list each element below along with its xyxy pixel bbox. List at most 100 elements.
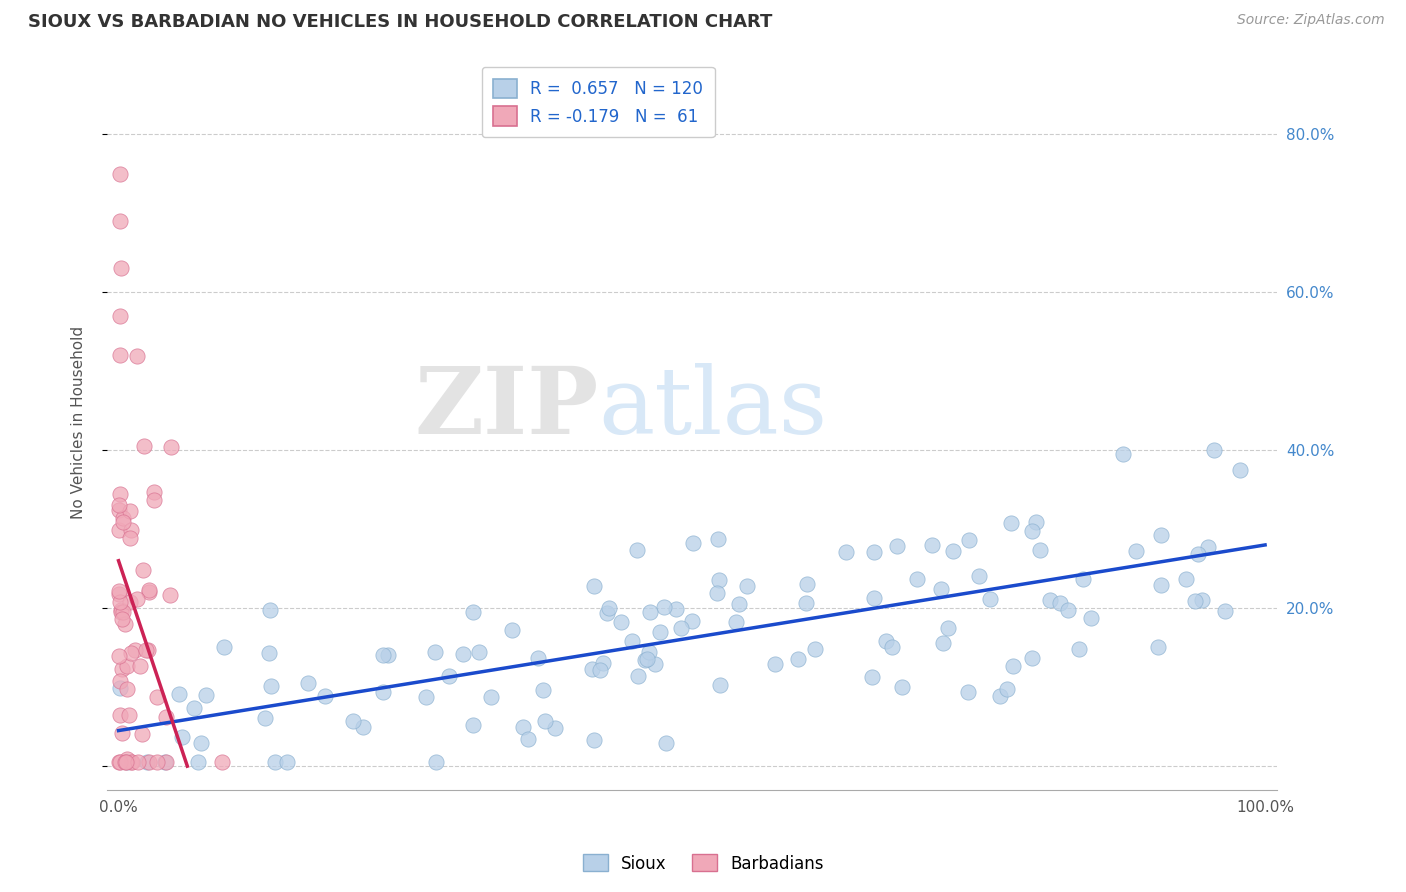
Point <box>794 596 817 610</box>
Point <box>644 657 666 671</box>
Point <box>135 643 157 657</box>
Point <box>527 650 550 665</box>
Legend: R =  0.657   N = 120, R = -0.179   N =  61: R = 0.657 N = 120, R = -0.179 N = 61 <box>482 67 714 137</box>
Point <box>110 261 132 276</box>
Point <box>118 532 141 546</box>
Point <box>534 714 557 728</box>
Point <box>120 755 142 769</box>
Point <box>882 640 904 654</box>
Point <box>437 669 460 683</box>
Point <box>314 690 336 704</box>
Point <box>136 643 159 657</box>
Point <box>531 683 554 698</box>
Point <box>127 349 149 363</box>
Point <box>138 582 160 597</box>
Point <box>108 348 131 362</box>
Point <box>886 539 908 553</box>
Point <box>276 755 298 769</box>
Point <box>942 543 965 558</box>
Point <box>254 710 277 724</box>
Legend: Sioux, Barbadians: Sioux, Barbadians <box>576 847 830 880</box>
Point <box>936 621 959 635</box>
Point <box>596 606 619 620</box>
Point <box>129 659 152 673</box>
Point <box>117 659 139 673</box>
Point <box>187 755 209 769</box>
Point <box>1202 443 1225 458</box>
Point <box>763 657 786 671</box>
Point <box>957 685 980 699</box>
Point <box>190 735 212 749</box>
Point <box>214 640 236 654</box>
Point <box>796 577 818 591</box>
Point <box>134 439 156 453</box>
Point <box>125 591 148 606</box>
Point <box>142 484 165 499</box>
Point <box>1057 602 1080 616</box>
Point <box>352 720 374 734</box>
Point <box>108 648 131 663</box>
Point <box>1071 573 1094 587</box>
Point <box>682 535 704 549</box>
Point <box>1000 516 1022 531</box>
Point <box>1039 592 1062 607</box>
Point <box>544 721 567 735</box>
Point <box>664 602 686 616</box>
Point <box>114 755 136 769</box>
Point <box>681 614 703 628</box>
Point <box>1191 593 1213 607</box>
Point <box>110 214 132 228</box>
Point <box>127 755 149 769</box>
Point <box>634 653 657 667</box>
Point <box>1213 604 1236 618</box>
Point <box>155 755 177 769</box>
Point <box>111 511 134 525</box>
Point <box>297 676 319 690</box>
Point <box>183 701 205 715</box>
Point <box>1001 658 1024 673</box>
Point <box>1187 547 1209 561</box>
Point <box>260 679 283 693</box>
Point <box>111 612 134 626</box>
Point <box>995 682 1018 697</box>
Point <box>108 309 131 323</box>
Point <box>862 545 884 559</box>
Point <box>636 652 658 666</box>
Point <box>138 755 160 769</box>
Point <box>921 538 943 552</box>
Point <box>598 600 620 615</box>
Point <box>131 726 153 740</box>
Point <box>108 498 131 512</box>
Point <box>118 504 141 518</box>
Point <box>905 572 928 586</box>
Point <box>1197 540 1219 554</box>
Point <box>115 755 138 769</box>
Point <box>118 595 141 609</box>
Point <box>423 645 446 659</box>
Point <box>111 515 134 529</box>
Point <box>957 533 980 547</box>
Point <box>121 755 143 769</box>
Point <box>124 643 146 657</box>
Point <box>707 573 730 587</box>
Point <box>706 586 728 600</box>
Point <box>211 755 233 769</box>
Point <box>787 652 810 666</box>
Point <box>929 582 952 597</box>
Point <box>589 663 612 677</box>
Point <box>875 633 897 648</box>
Point <box>108 674 131 689</box>
Point <box>890 680 912 694</box>
Point <box>835 545 858 559</box>
Point <box>108 167 131 181</box>
Point <box>342 714 364 729</box>
Point <box>108 503 131 517</box>
Point <box>932 635 955 649</box>
Point <box>1025 515 1047 529</box>
Point <box>860 670 883 684</box>
Point <box>257 647 280 661</box>
Point <box>110 755 132 769</box>
Point <box>1150 528 1173 542</box>
Point <box>111 725 134 739</box>
Y-axis label: No Vehicles in Household: No Vehicles in Household <box>72 326 86 519</box>
